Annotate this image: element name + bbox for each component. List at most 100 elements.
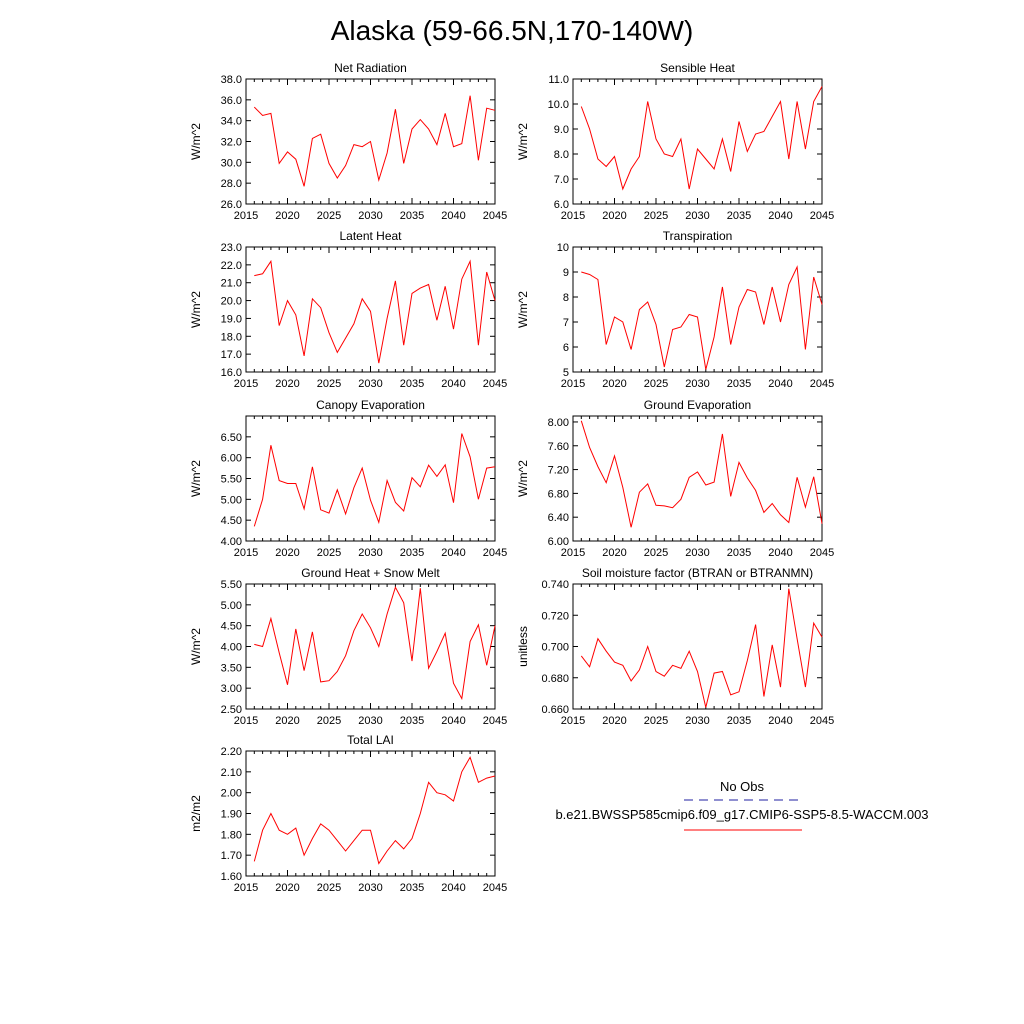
chart-panel-5: Canopy Evaporation W/m^2 4.00 4.50 5.00 5.50 6…	[189, 398, 507, 559]
y-tick-label: 7.0	[554, 174, 569, 186]
figure-title: Alaska (59-66.5N,170-140W)	[331, 15, 694, 46]
series-line-1	[253, 95, 496, 187]
y-tick-label: 16.0	[221, 367, 242, 379]
x-tick-label: 2040	[441, 882, 465, 894]
x-tick-label: 2035	[727, 210, 751, 222]
chart-panel-2: Sensible Heat W/m^2 6.0 7.0 8.0 9.0 10.0 11.0 20…	[516, 61, 834, 222]
plot-frame	[572, 415, 823, 542]
x-tick-label: 2020	[602, 210, 626, 222]
y-axis-label: W/m^2	[189, 460, 203, 497]
y-tick-label: 7	[563, 317, 569, 329]
panel-title: Ground Heat + Snow Melt	[301, 566, 440, 580]
y-tick-label: 0.740	[541, 579, 569, 591]
y-axis-label: W/m^2	[189, 628, 203, 665]
y-axis-label: unitless	[516, 626, 530, 667]
x-tick-label: 2025	[317, 547, 341, 559]
panel-title: Sensible Heat	[660, 61, 735, 75]
x-tick-label: 2040	[441, 547, 465, 559]
x-tick-label: 2035	[400, 715, 424, 727]
x-tick-label: 2030	[358, 882, 382, 894]
panel-title: Net Radiation	[334, 61, 407, 75]
y-tick-label: 5.00	[221, 494, 242, 506]
x-tick-label: 2040	[768, 210, 792, 222]
x-tick-label: 2015	[234, 882, 258, 894]
series-line-1	[580, 588, 823, 708]
x-tick-label: 2040	[768, 547, 792, 559]
y-tick-label: 8.00	[548, 417, 569, 429]
y-tick-label: 23.0	[221, 242, 242, 254]
x-tick-label: 2045	[810, 210, 834, 222]
x-tick-label: 2035	[727, 715, 751, 727]
y-tick-label: 26.0	[221, 199, 242, 211]
plot-frame	[245, 415, 496, 542]
y-tick-label: 6.00	[221, 453, 242, 465]
x-tick-label: 2035	[400, 210, 424, 222]
x-tick-label: 2020	[602, 547, 626, 559]
x-tick-label: 2045	[483, 547, 507, 559]
y-tick-label: 6.00	[548, 536, 569, 548]
y-tick-label: 6.50	[221, 432, 242, 444]
chart-panel-4: Transpiration W/m^2 5 6 7 8 9 10 2015 2020 2025 203…	[516, 229, 834, 390]
x-tick-label: 2020	[275, 715, 299, 727]
y-tick-label: 8	[563, 292, 569, 304]
plot-frame	[245, 750, 496, 877]
x-tick-label: 2035	[400, 378, 424, 390]
x-tick-label: 2020	[275, 210, 299, 222]
chart-panel-3: Latent Heat W/m^2 16.0 17.0 18.0 19.0 20.0 21.0…	[189, 229, 507, 390]
y-tick-label: 6.0	[554, 199, 569, 211]
x-tick-label: 2035	[727, 378, 751, 390]
x-tick-label: 2030	[358, 378, 382, 390]
y-tick-label: 3.50	[221, 662, 242, 674]
y-tick-label: 1.60	[221, 871, 242, 883]
y-axis-label: W/m^2	[516, 460, 530, 497]
y-tick-label: 36.0	[221, 95, 242, 107]
y-tick-label: 1.80	[221, 829, 242, 841]
x-tick-label: 2030	[685, 715, 709, 727]
y-tick-label: 10	[557, 242, 569, 254]
x-tick-label: 2030	[685, 547, 709, 559]
legend-label-model-run: b.e21.BWSSP585cmip6.f09_g17.CMIP6-SSP5-8…	[555, 807, 928, 822]
x-tick-label: 2035	[727, 547, 751, 559]
x-tick-label: 2020	[602, 378, 626, 390]
y-tick-label: 4.50	[221, 515, 242, 527]
legend-label-no-obs: No Obs	[720, 779, 765, 794]
chart-panel-1: Net Radiation W/m^2 26.0 28.0 30.0 32.0 34.0 36…	[189, 61, 507, 222]
x-tick-label: 2015	[234, 715, 258, 727]
panel-title: Canopy Evaporation	[316, 398, 425, 412]
x-tick-label: 2015	[234, 210, 258, 222]
panel-title: Latent Heat	[339, 229, 402, 243]
x-tick-label: 2040	[768, 378, 792, 390]
y-tick-label: 7.20	[548, 465, 569, 477]
y-tick-label: 1.90	[221, 809, 242, 821]
y-tick-label: 5.00	[221, 600, 242, 612]
y-tick-label: 4.50	[221, 621, 242, 633]
y-tick-label: 6.80	[548, 488, 569, 500]
y-tick-label: 22.0	[221, 260, 242, 272]
y-tick-label: 2.10	[221, 767, 242, 779]
y-axis-label: W/m^2	[516, 123, 530, 160]
x-tick-label: 2030	[685, 378, 709, 390]
chart-panel-8: Soil moisture factor (BTRAN or BTRANMN) u…	[516, 566, 834, 727]
x-tick-label: 2035	[400, 882, 424, 894]
y-tick-label: 6.40	[548, 512, 569, 524]
y-tick-label: 5	[563, 367, 569, 379]
y-tick-label: 19.0	[221, 313, 242, 325]
y-tick-label: 38.0	[221, 74, 242, 86]
x-tick-label: 2025	[317, 210, 341, 222]
y-tick-label: 32.0	[221, 137, 242, 149]
y-tick-label: 21.0	[221, 278, 242, 290]
panel-title: Soil moisture factor (BTRAN or BTRANMN)	[582, 566, 813, 580]
x-tick-label: 2030	[358, 715, 382, 727]
series-line-1	[580, 86, 823, 191]
y-tick-label: 9.0	[554, 124, 569, 136]
y-tick-label: 28.0	[221, 178, 242, 190]
series-line-1	[581, 265, 823, 370]
y-tick-label: 34.0	[221, 116, 242, 128]
y-tick-label: 8.0	[554, 149, 569, 161]
x-tick-label: 2045	[810, 715, 834, 727]
x-tick-label: 2045	[483, 210, 507, 222]
series-line-1	[254, 259, 496, 364]
chart-panel-9: Total LAI m2/m2 1.60 1.70 1.80 1.90 2.00 2.10 2.…	[189, 733, 507, 894]
x-tick-label: 2030	[358, 547, 382, 559]
